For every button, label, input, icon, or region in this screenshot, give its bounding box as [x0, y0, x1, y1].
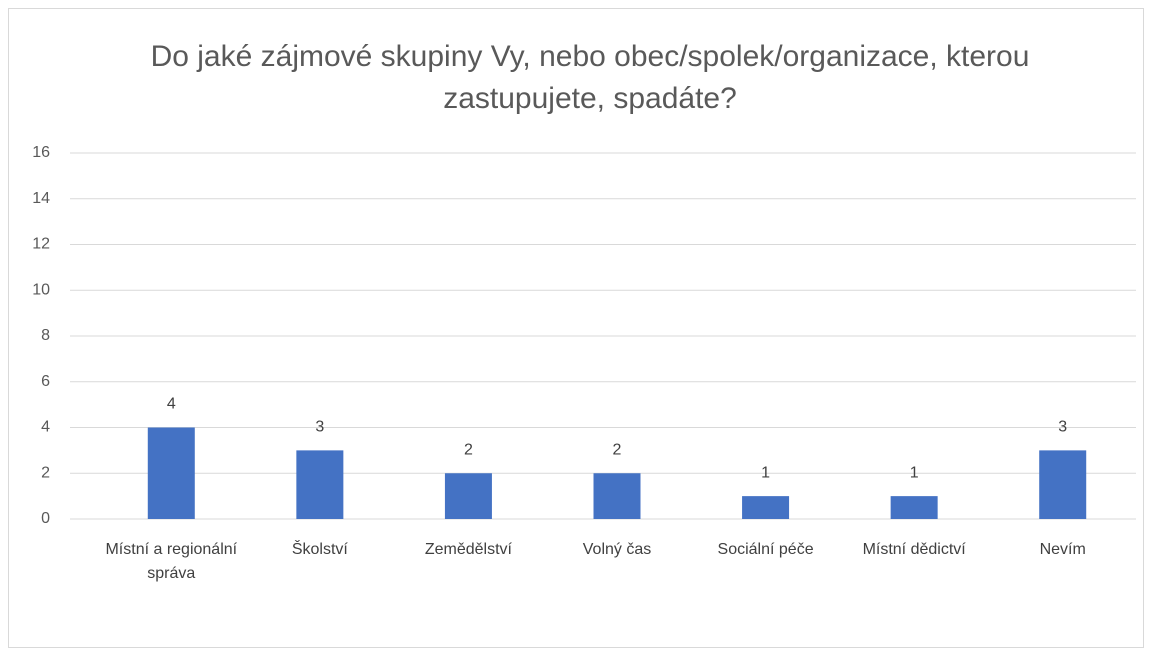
data-label: 1 — [910, 464, 919, 481]
x-tick-label: Nevím — [1039, 541, 1086, 558]
data-label: 3 — [1058, 419, 1067, 436]
bar — [890, 496, 938, 519]
data-label: 3 — [315, 419, 324, 436]
x-tick-label: Školství — [291, 541, 348, 558]
x-tick-label: Zemědělství — [424, 541, 512, 558]
y-tick-label: 0 — [41, 510, 50, 527]
x-tick-label: Místní a regionální správa — [105, 541, 238, 582]
bar — [593, 473, 641, 519]
bar — [1039, 450, 1087, 519]
x-tick-label: Volný čas — [582, 541, 652, 558]
y-tick-label: 10 — [32, 281, 50, 298]
bar — [742, 496, 790, 519]
y-tick-label: 4 — [41, 419, 50, 436]
y-tick-label: 8 — [41, 327, 50, 344]
data-label: 1 — [761, 464, 770, 481]
data-label: 2 — [464, 441, 473, 458]
bar — [147, 427, 195, 519]
data-label: 4 — [167, 396, 176, 413]
x-tick-label: Sociální péče — [717, 541, 814, 558]
data-label: 2 — [613, 441, 622, 458]
bar — [444, 473, 492, 519]
y-tick-label: 14 — [32, 190, 50, 207]
y-tick-label: 2 — [41, 464, 50, 481]
y-tick-label: 6 — [41, 373, 50, 390]
x-tick-label: Místní dědictví — [862, 541, 966, 558]
chart-title: Do jaké zájmové skupiny Vy, nebo obec/sp… — [150, 40, 1030, 115]
y-tick-label: 16 — [32, 144, 50, 161]
y-tick-label: 12 — [32, 236, 50, 253]
bar — [296, 450, 344, 519]
